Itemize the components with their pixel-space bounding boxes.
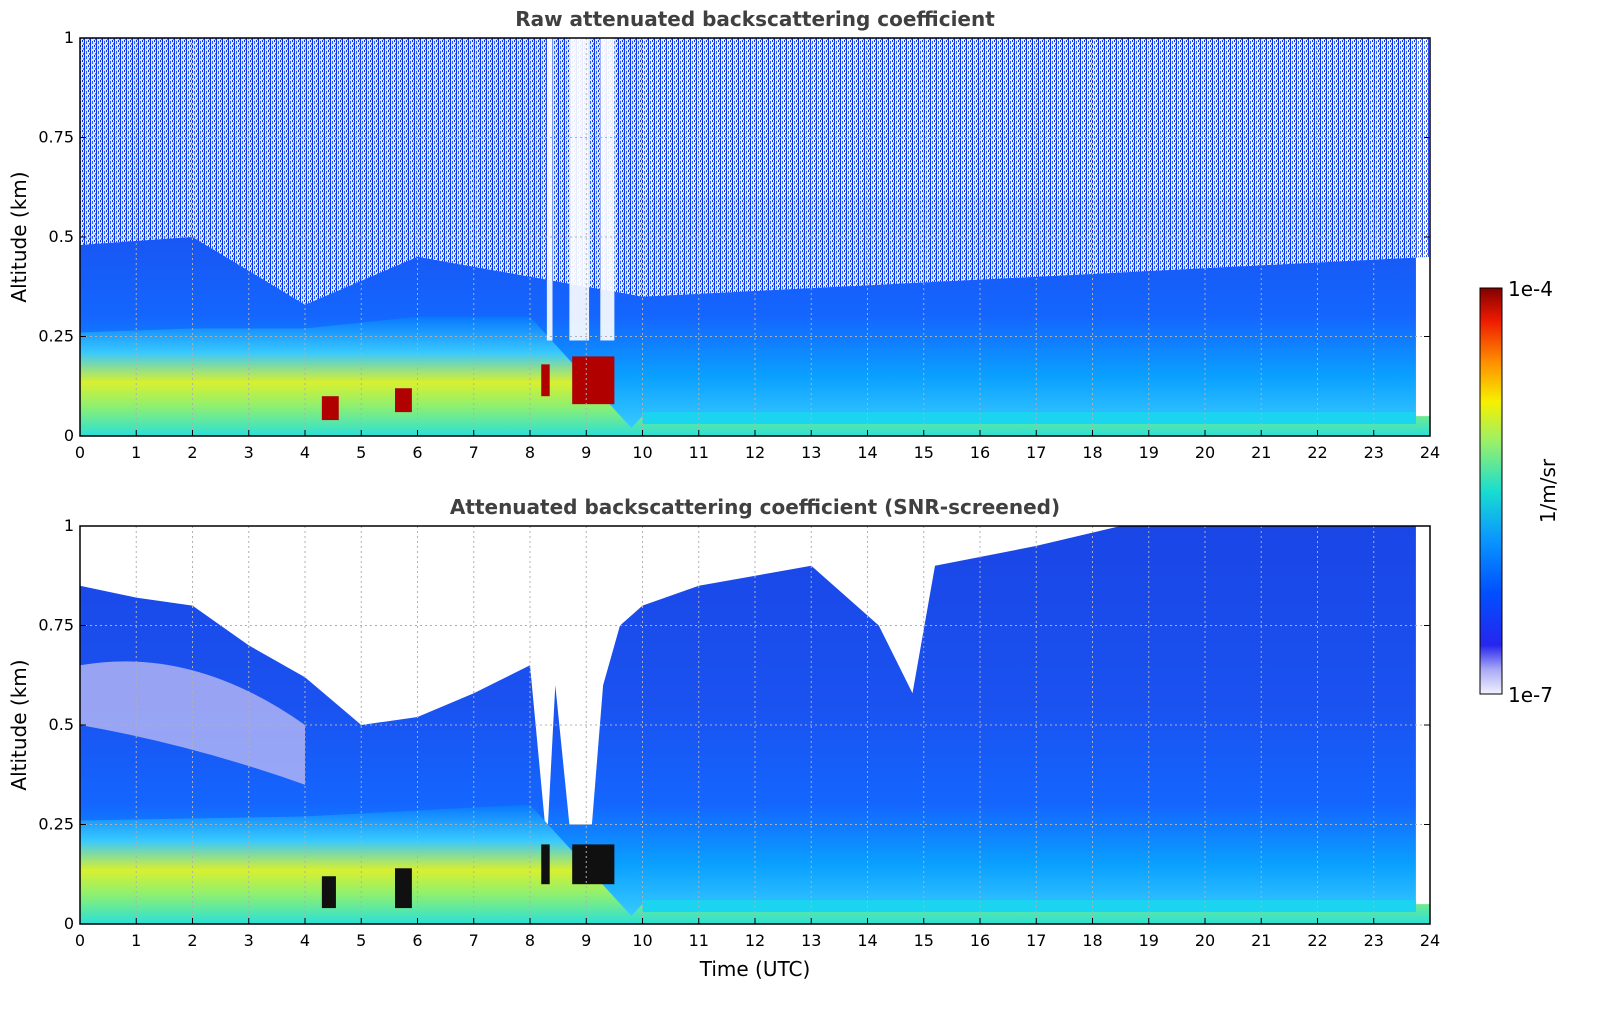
y-axis-label: Altitude (km) [7,659,31,790]
x-axis: 0 1 2 3 4 5 6 7 8 9 10 11 12 13 14 15 16 17 18 19 20 21 22 23 24 [75,430,1440,462]
x-tick-label: 9 [581,443,591,462]
x-tick-label: 21 [1251,443,1271,462]
signal-gap [546,38,553,341]
x-tick-label: 4 [300,443,310,462]
x-tick-label: 21 [1251,931,1271,950]
strong-layer [572,844,615,885]
x-tick-label: 20 [1195,931,1215,950]
y-tick-label: 0.25 [38,815,74,834]
x-tick-label: 17 [1026,931,1046,950]
noise-region-afternoon [642,38,1416,198]
x-tick-label: 3 [244,443,254,462]
x-tick-label: 20 [1195,443,1215,462]
x-tick-label: 16 [970,931,990,950]
x-tick-label: 11 [689,443,709,462]
colorbar [1479,287,1503,695]
colorbar-max-label: 1e-4 [1508,277,1553,301]
x-tick-label: 24 [1420,443,1440,462]
y-axis: 0 0.25 0.5 0.75 1 [38,516,1430,933]
x-tick-label: 5 [356,443,366,462]
x-tick-label: 17 [1026,443,1046,462]
x-tick-label: 18 [1082,931,1102,950]
x-tick-label: 15 [914,443,934,462]
y-tick-label: 0.5 [49,227,74,246]
y-tick-label: 1 [64,516,74,535]
x-tick-label: 1 [131,931,141,950]
panel-title: Raw attenuated backscattering coefficien… [515,7,995,31]
x-tick-label: 24 [1420,931,1440,950]
y-tick-label: 0 [64,426,74,445]
surface-band [642,900,1416,913]
x-tick-label: 16 [970,443,990,462]
y-tick-label: 1 [64,28,74,47]
strong-layer [541,844,550,885]
x-tick-label: 19 [1139,931,1159,950]
x-tick-label: 2 [187,931,197,950]
x-tick-label: 7 [469,931,479,950]
x-tick-label: 11 [689,931,709,950]
x-tick-label: 3 [244,931,254,950]
x-tick-label: 10 [632,931,652,950]
x-tick-label: 12 [745,443,765,462]
x-tick-label: 7 [469,443,479,462]
y-tick-label: 0.5 [49,715,74,734]
colorbar-unit-label: 1/m/sr [1536,458,1560,523]
y-tick-label: 0.25 [38,327,74,346]
x-tick-label: 0 [75,931,85,950]
x-tick-label: 13 [801,443,821,462]
panel-2: Attenuated backscattering coefficient (S… [7,495,1440,981]
x-tick-label: 19 [1139,443,1159,462]
x-tick-label: 14 [857,931,877,950]
x-tick-label: 13 [801,931,821,950]
x-tick-label: 6 [412,443,422,462]
x-tick-label: 8 [525,931,535,950]
x-tick-label: 22 [1307,931,1327,950]
y-axis: 0 0.25 0.5 0.75 1 [38,28,1430,445]
strong-layer [321,876,336,909]
aerosol-layer [80,316,1430,436]
x-tick-label: 18 [1082,443,1102,462]
colorbar-min-label: 1e-7 [1508,683,1553,707]
x-tick-label: 12 [745,931,765,950]
x-axis-label: Time (UTC) [699,957,811,981]
x-tick-label: 2 [187,443,197,462]
x-tick-label: 4 [300,931,310,950]
surface-band [642,412,1416,425]
x-tick-label: 15 [914,931,934,950]
strong-layer [572,356,615,405]
x-tick-label: 10 [632,443,652,462]
y-tick-label: 0.75 [38,128,74,147]
aerosol-layer [80,804,1430,924]
y-tick-label: 0 [64,914,74,933]
strong-layer [395,388,412,413]
y-tick-label: 0.75 [38,616,74,635]
x-tick-label: 1 [131,443,141,462]
x-tick-label: 6 [412,931,422,950]
grid [79,37,1431,437]
strong-layer [395,868,412,909]
x-tick-label: 23 [1364,443,1384,462]
y-axis-label: Altitude (km) [7,171,31,302]
signal-gap [569,38,590,341]
signal-gap [600,38,615,341]
x-tick-label: 8 [525,443,535,462]
x-axis: 0 1 2 3 4 5 6 7 8 9 10 11 12 13 14 15 16 17 18 19 20 21 22 23 24 [75,918,1440,950]
strong-layer [541,364,550,397]
panel-1: Raw attenuated backscattering coefficien… [7,7,1440,462]
x-tick-label: 14 [857,443,877,462]
strong-layer [321,396,339,421]
x-tick-label: 23 [1364,931,1384,950]
x-tick-label: 0 [75,443,85,462]
panel-title: Attenuated backscattering coefficient (S… [450,495,1060,519]
x-tick-label: 9 [581,931,591,950]
x-tick-label: 22 [1307,443,1327,462]
x-tick-label: 5 [356,931,366,950]
